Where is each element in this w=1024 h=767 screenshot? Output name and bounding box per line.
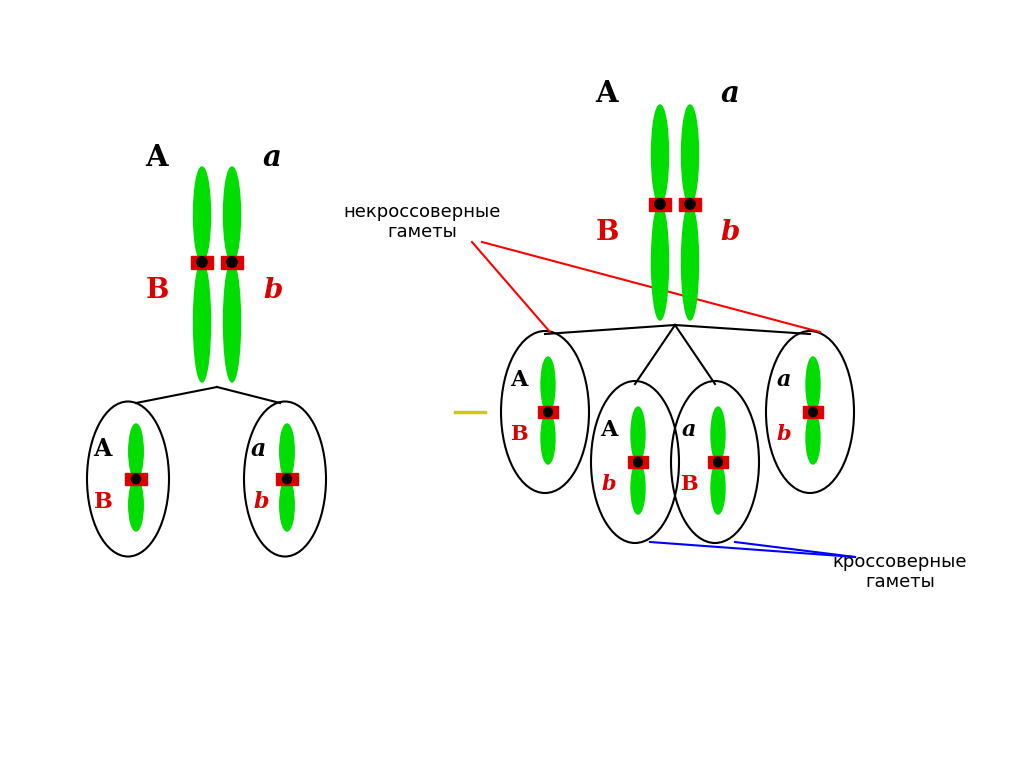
Ellipse shape bbox=[809, 407, 817, 416]
Text: b: b bbox=[253, 491, 268, 513]
Bar bbox=[190, 255, 213, 268]
Text: A: A bbox=[510, 369, 527, 391]
Text: B: B bbox=[93, 491, 113, 513]
Bar bbox=[220, 255, 244, 268]
Ellipse shape bbox=[541, 412, 555, 464]
Ellipse shape bbox=[129, 424, 143, 479]
Ellipse shape bbox=[223, 262, 241, 382]
Ellipse shape bbox=[685, 199, 695, 209]
Bar bbox=[679, 197, 701, 210]
Ellipse shape bbox=[682, 105, 698, 204]
Ellipse shape bbox=[544, 407, 552, 416]
Ellipse shape bbox=[223, 167, 241, 262]
Bar bbox=[648, 197, 672, 210]
Ellipse shape bbox=[280, 424, 294, 479]
Ellipse shape bbox=[714, 457, 722, 467]
Ellipse shape bbox=[634, 457, 642, 467]
Ellipse shape bbox=[129, 479, 143, 531]
Text: a: a bbox=[682, 419, 696, 441]
Text: a: a bbox=[251, 437, 265, 461]
Ellipse shape bbox=[651, 105, 669, 204]
Ellipse shape bbox=[131, 474, 140, 484]
Ellipse shape bbox=[806, 357, 820, 412]
Text: a: a bbox=[777, 369, 792, 391]
Text: кроссоверные
гаметы: кроссоверные гаметы bbox=[833, 552, 968, 591]
Ellipse shape bbox=[194, 262, 211, 382]
Text: B: B bbox=[145, 276, 169, 304]
Ellipse shape bbox=[651, 204, 669, 320]
Text: b: b bbox=[776, 424, 792, 444]
Bar bbox=[628, 456, 648, 468]
Ellipse shape bbox=[194, 167, 211, 262]
Ellipse shape bbox=[711, 407, 725, 462]
Bar bbox=[538, 407, 558, 418]
Text: a: a bbox=[262, 143, 282, 172]
Bar bbox=[276, 473, 298, 485]
Bar bbox=[708, 456, 728, 468]
Ellipse shape bbox=[631, 462, 645, 514]
Ellipse shape bbox=[806, 412, 820, 464]
Text: B: B bbox=[595, 219, 618, 245]
Ellipse shape bbox=[655, 199, 666, 209]
Text: b: b bbox=[720, 219, 739, 245]
Text: B: B bbox=[680, 474, 697, 494]
Text: B: B bbox=[510, 424, 527, 444]
Text: A: A bbox=[145, 143, 168, 172]
Bar bbox=[803, 407, 823, 418]
Text: a: a bbox=[721, 80, 739, 108]
Text: A: A bbox=[93, 437, 112, 461]
Text: b: b bbox=[602, 474, 616, 494]
Text: b: b bbox=[263, 276, 283, 304]
Text: некроссоверные
гаметы: некроссоверные гаметы bbox=[343, 202, 501, 242]
Ellipse shape bbox=[711, 462, 725, 514]
Ellipse shape bbox=[682, 204, 698, 320]
Text: A: A bbox=[596, 80, 618, 108]
Ellipse shape bbox=[541, 357, 555, 412]
Bar bbox=[126, 473, 146, 485]
Ellipse shape bbox=[283, 474, 292, 484]
Ellipse shape bbox=[197, 257, 207, 267]
Text: A: A bbox=[600, 419, 617, 441]
Ellipse shape bbox=[227, 257, 238, 267]
Ellipse shape bbox=[280, 479, 294, 531]
Ellipse shape bbox=[631, 407, 645, 462]
